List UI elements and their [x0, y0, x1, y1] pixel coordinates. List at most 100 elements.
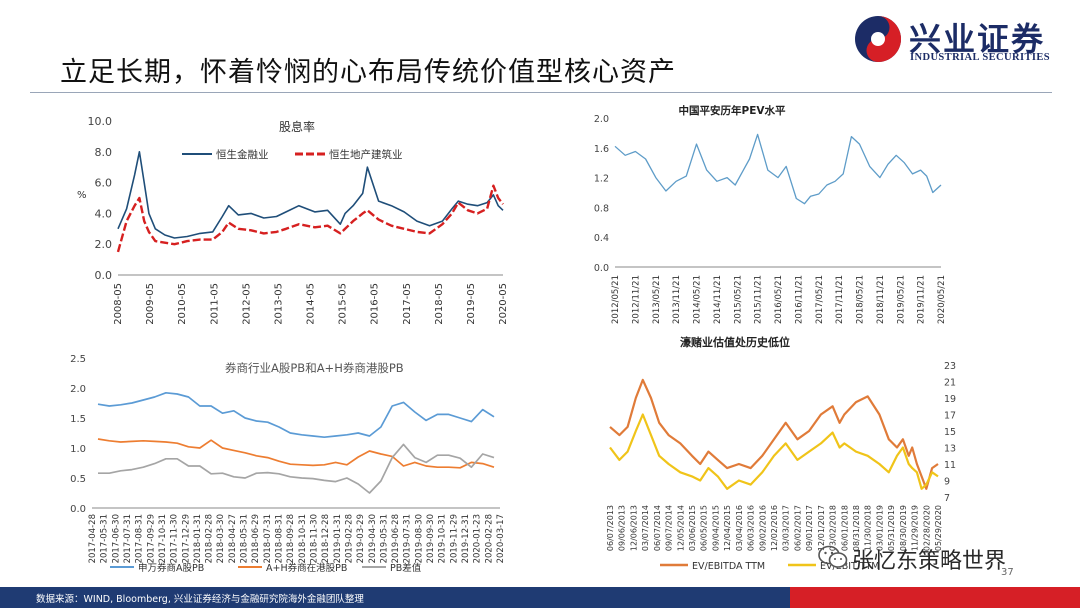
legend-label: EV/EBITDA TTM	[692, 561, 765, 572]
x-tick-label: 03/02/2018	[829, 505, 838, 551]
x-tick-label: 2017-08-31	[135, 514, 145, 563]
x-tick-label: 06/02/2017	[793, 505, 802, 551]
x-tick-label: 2018-05	[434, 283, 445, 325]
x-tick-label: 2016/11/21	[794, 275, 804, 324]
y-tick-label: 1.5	[70, 414, 86, 425]
x-tick-label: 2019-03-29	[356, 514, 366, 563]
legend-label: EV/EBIT TTM	[820, 561, 879, 572]
x-tick-label: 12/02/2016	[770, 505, 779, 551]
x-tick-label: 2018-08-31	[275, 514, 285, 563]
series-line-hs-property	[116, 184, 504, 253]
x-tick-label: 2019-05	[466, 283, 477, 325]
chart-title: 股息率	[279, 119, 315, 134]
x-tick-label: 03/03/2017	[782, 505, 791, 551]
y-tick-label: 6.0	[95, 177, 113, 190]
brand-logo: 兴业证券 INDUSTRIAL SECURITIES	[853, 12, 1065, 68]
x-tick-label: 08/31/2018	[852, 505, 861, 551]
x-tick-label: 12/01/2017	[817, 505, 826, 551]
x-tick-label: 06/07/2014	[653, 505, 662, 551]
x-tick-label: 2018-01-31	[193, 514, 203, 563]
y-tick-label: 1.0	[70, 444, 86, 455]
x-tick-label: 2010-05	[177, 283, 188, 325]
x-tick-label: 11/30/2018	[864, 505, 873, 551]
x-tick-label: 2014/05/21	[693, 275, 703, 324]
x-tick-label: 2013-05	[273, 283, 284, 325]
x-tick-label: 2012/11/21	[631, 275, 641, 324]
y-tick-label: 19	[944, 394, 956, 405]
wechat-icon	[818, 545, 848, 568]
y-tick-label: 0.5	[70, 474, 86, 485]
x-tick-label: 2015-05	[338, 283, 349, 325]
x-tick-label: 06/07/2013	[606, 505, 615, 551]
x-tick-label: 2013/05/21	[652, 275, 662, 324]
x-tick-label: 2015/11/21	[754, 275, 764, 324]
x-tick-label: 09/06/2013	[618, 505, 627, 551]
x-tick-label: 2018/11/21	[876, 275, 886, 324]
x-tick-label: 2008-05	[113, 283, 124, 325]
x-tick-label: 11/29/2019	[911, 505, 920, 551]
x-tick-label: 2014-05	[306, 283, 317, 325]
y-tick-label: 4.0	[95, 207, 113, 220]
x-tick-label: 2019-10-31	[438, 514, 448, 563]
x-tick-label: 09/01/2017	[805, 505, 814, 551]
x-tick-label: 2020/05/21	[937, 275, 947, 324]
x-tick-label: 2012-05	[241, 283, 252, 325]
x-tick-label: 2019-05-31	[379, 514, 389, 563]
footer-bar: 数据来源：WIND, Bloomberg, 兴业证券经济与金融研究院海外金融团队…	[0, 587, 1080, 608]
x-tick-label: 2018-05-31	[240, 514, 250, 563]
x-tick-label: 2020-01-23	[473, 514, 483, 563]
x-tick-label: 2009-05	[145, 283, 156, 325]
x-tick-label: 2018-07-31	[263, 514, 273, 563]
x-tick-label: 2019-07-31	[403, 514, 413, 563]
watermark-text: 张忆东策略世界	[852, 549, 1007, 574]
x-tick-label: 02/28/2020	[922, 505, 931, 551]
y-tick-label: 2.0	[594, 114, 609, 125]
x-tick-label: 2018-03-30	[216, 514, 226, 563]
x-tick-label: 2017-04-28	[88, 514, 98, 563]
broker-pb-chart: 0.0 0.5 1.0 1.5 2.0 2.5 券商行业A股PB和A+H券商港股PB 2017…	[70, 354, 506, 574]
series-line-pev	[614, 133, 942, 205]
x-tick-label: 12/06/2013	[629, 505, 638, 551]
y-tick-label: 1.2	[594, 174, 609, 185]
legend-label: 恒生地产建筑业	[329, 148, 403, 161]
x-tick-label: 2018-02-28	[205, 514, 215, 563]
y-tick-label: 0.4	[594, 233, 609, 244]
series-line-pb-gap	[98, 443, 495, 494]
y-tick-label: 0.0	[594, 263, 609, 274]
x-tick-label: 05/29/2020	[934, 505, 943, 551]
y-tick-label: 2.0	[70, 384, 86, 395]
x-tick-label: 2020-05	[498, 283, 509, 325]
x-tick-label: 2019-02-28	[344, 514, 354, 563]
y-tick-label: 1.6	[594, 144, 609, 155]
x-tick-label: 09/07/2014	[665, 505, 674, 551]
x-tick-label: 2018-04-27	[228, 514, 238, 563]
x-tick-label: 2019-11-29	[449, 514, 459, 563]
pingan-pev-chart: 0.0 0.4 0.8 1.2 1.6 2.0 中国平安历年PEV水平 2012/05/21 2…	[594, 104, 947, 324]
x-tick-label: 2016-05	[370, 283, 381, 325]
y-tick-label: 13	[944, 444, 956, 455]
page-number: 37	[1001, 567, 1014, 578]
x-tick-label: 2017-09-29	[146, 514, 156, 563]
x-tick-label: 2020-03-17	[496, 514, 506, 563]
x-tick-label: 2017-10-31	[158, 514, 168, 563]
y-tick-label: 0.8	[594, 203, 609, 214]
x-tick-label: 03/01/2019	[875, 505, 884, 551]
x-tick-label: 12/05/2014	[676, 505, 685, 551]
y-tick-label: 0.0	[70, 504, 86, 515]
footer-source: 数据来源：WIND, Bloomberg, 兴业证券经济与金融研究院海外金融团队…	[36, 594, 364, 605]
x-tick-label: 06/01/2018	[840, 505, 849, 551]
series-line-a-share-pb	[97, 391, 495, 439]
y-tick-label: 8.0	[95, 146, 113, 159]
y-tick-label: 10.0	[88, 115, 113, 128]
x-tick-label: 2018/05/21	[856, 275, 866, 324]
legend-label: 恒生金融业	[216, 148, 269, 161]
legend-label: 申万券商A股PB	[138, 562, 204, 574]
x-tick-label: 2019/05/21	[896, 275, 906, 324]
y-tick-label: 17	[944, 411, 956, 422]
x-tick-label: 2017-06-30	[111, 514, 121, 563]
y-axis-label: %	[77, 190, 87, 201]
x-tick-label: 2017/05/21	[815, 275, 825, 324]
x-tick-label: 09/02/2016	[758, 505, 767, 551]
x-tick-label: 12/04/2015	[723, 505, 732, 551]
x-tick-label: 2019-09-30	[426, 514, 436, 563]
